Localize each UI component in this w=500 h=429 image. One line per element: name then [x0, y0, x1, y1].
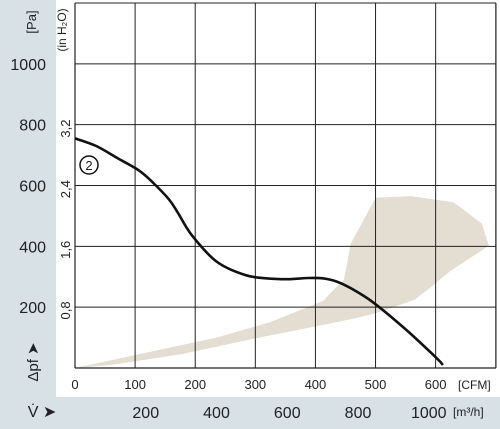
y-unit-pa: [Pa] [24, 10, 39, 33]
y-tick-pa: 600 [19, 179, 46, 196]
x-tick-cfm: 100 [124, 377, 146, 392]
y-tick-pa: 800 [19, 118, 46, 135]
operating-area [75, 196, 489, 368]
y-tick-pa: 1000 [10, 57, 46, 74]
x-unit-m3h: [m³/h] [453, 405, 484, 419]
y-tick-inh2o: 1,6 [58, 241, 73, 259]
x-tick-m3h: 400 [203, 405, 230, 422]
x-tick-cfm: 600 [425, 377, 447, 392]
y-label-panel [0, 0, 56, 429]
x-tick-m3h: 600 [274, 405, 301, 422]
y-tick-pa: 400 [19, 239, 46, 256]
x-tick-cfm: 300 [244, 377, 266, 392]
y-unit-inh2o: (in H₂O) [55, 8, 69, 51]
tick-labels: 1000 800 600 400 200 3,2 2,4 1,6 0,8 0 100 200 300 40… [10, 57, 446, 422]
y-tick-inh2o: 0,8 [58, 301, 73, 319]
x-tick-cfm: 0 [71, 377, 78, 392]
series-label-2: 2 [85, 158, 92, 173]
series-marker-2: 2 [79, 155, 99, 175]
x-tick-cfm: 200 [184, 377, 206, 392]
x-tick-m3h: 1000 [411, 405, 447, 422]
x-tick-m3h: 800 [345, 405, 372, 422]
x-unit-cfm: [CFM] [458, 378, 491, 392]
y-tick-inh2o: 2,4 [58, 180, 73, 198]
x-tick-cfm: 400 [305, 377, 327, 392]
grid-lines [74, 2, 497, 369]
y-tick-pa: 200 [19, 300, 46, 317]
y-axis-symbol: Δpf ➤ [25, 342, 42, 381]
x-label-panel [0, 397, 500, 429]
x-tick-m3h: 200 [132, 405, 159, 422]
series-marker-circle [79, 155, 99, 175]
x-tick-cfm: 500 [365, 377, 387, 392]
y-tick-inh2o: 3,2 [58, 120, 73, 138]
series-line-2 [74, 137, 444, 366]
x-axis-symbol: V̇ ➤ [28, 403, 57, 421]
